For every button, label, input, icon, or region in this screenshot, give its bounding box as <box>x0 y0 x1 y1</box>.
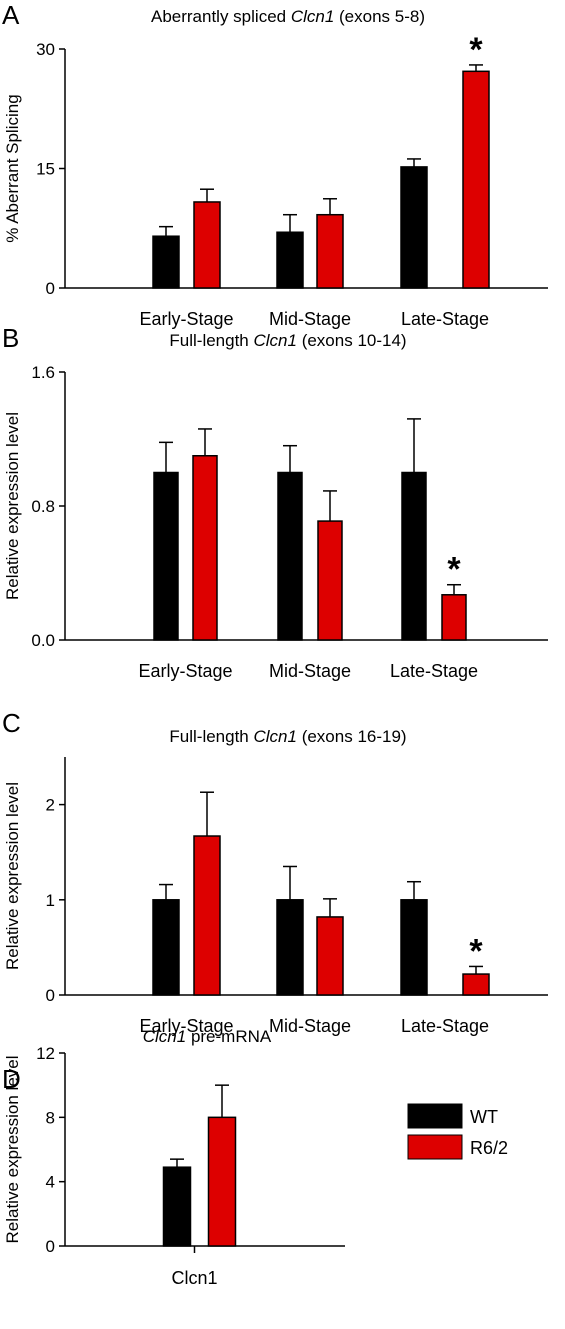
legend-label-wt: WT <box>470 1107 498 1127</box>
y-tick-label: 2 <box>46 796 55 815</box>
bar-r62-0 <box>193 835 221 996</box>
y-tick-label: 0 <box>46 1237 55 1256</box>
legend: WT R6/2 <box>407 1103 508 1160</box>
panel-letter: D <box>2 1064 21 1094</box>
y-tick-label: 15 <box>36 160 55 179</box>
category-label: Late-Stage <box>401 309 489 329</box>
chart-title-part: (exons 5-8) <box>334 7 425 26</box>
chart-title: Aberrantly spliced Clcn1 (exons 5-8) <box>151 7 425 26</box>
panel-b: B Full-length Clcn1 (exons 10-14) 0.0 0.8 1.… <box>2 323 548 681</box>
category-label: Early-Stage <box>138 661 232 681</box>
bar-r62-2 <box>462 973 490 996</box>
y-tick-label: 0.8 <box>31 497 55 516</box>
category-label: Mid-Stage <box>269 1016 351 1036</box>
category-label: Late-Stage <box>401 1016 489 1036</box>
legend-swatch-wt <box>407 1103 463 1129</box>
bar-wt-1 <box>276 231 304 289</box>
category-label: Mid-Stage <box>269 661 351 681</box>
y-axis-label: Relative expression level <box>3 1055 22 1243</box>
chart-title: Full-length Clcn1 (exons 10-14) <box>169 331 406 350</box>
panel-c: C Full-length Clcn1 (exons 16-19) 0 1 2 Relat… <box>2 708 548 1036</box>
bar-wt-0 <box>152 235 180 289</box>
significance-star: * <box>469 31 483 69</box>
bar-wt-1 <box>276 899 304 996</box>
chart-title-part: Aberrantly spliced <box>151 7 291 26</box>
y-tick-label: 1.6 <box>31 363 55 382</box>
y-tick-label: 1 <box>46 891 55 910</box>
y-axis-label: % Aberrant Splicing <box>3 94 22 242</box>
bar-r62-1 <box>316 213 344 289</box>
bar-wt-2 <box>401 471 427 641</box>
y-tick-label: 0 <box>46 986 55 1005</box>
category-label: Early-Stage <box>139 1016 233 1036</box>
chart-title-part: Clcn1 <box>254 727 297 746</box>
bar-r62-0 <box>192 455 218 641</box>
bar-r62-2 <box>462 70 490 289</box>
bar-wt-0 <box>153 471 179 641</box>
bar-wt-2 <box>400 899 428 996</box>
bar-wt-0 <box>162 1166 192 1247</box>
category-label: Early-Stage <box>139 309 233 329</box>
y-tick-label: 0 <box>46 279 55 298</box>
bar-wt-0 <box>152 899 180 996</box>
panel-a: A Aberrantly spliced Clcn1 (exons 5-8) 0 15… <box>2 0 548 329</box>
legend-swatch-r62 <box>407 1134 463 1160</box>
y-axis-label: Relative expression level <box>3 412 22 600</box>
chart-title-part: Clcn1 <box>254 331 297 350</box>
panel-letter: A <box>2 0 20 30</box>
bar-wt-1 <box>277 471 303 641</box>
y-tick-label: 8 <box>46 1108 55 1127</box>
chart-title-part: (exons 16-19) <box>297 727 407 746</box>
category-label: Mid-Stage <box>269 309 351 329</box>
bar-r62-2 <box>441 594 467 641</box>
y-axis-label: Relative expression level <box>3 782 22 970</box>
chart-title: Clcn1 pre-mRNA <box>143 1027 272 1046</box>
bar-r62-1 <box>317 520 343 641</box>
chart-panels: A Aberrantly spliced Clcn1 (exons 5-8) 0 15… <box>2 0 548 1288</box>
y-tick-label: 4 <box>46 1173 55 1192</box>
y-tick-label: 0.0 <box>31 631 55 650</box>
panel-letter: B <box>2 323 19 353</box>
chart-title-part: Clcn1 <box>143 1027 186 1046</box>
chart-title-part: pre-mRNA <box>186 1027 272 1046</box>
chart-title-part: Full-length <box>169 727 253 746</box>
significance-star: * <box>469 932 483 970</box>
bar-wt-2 <box>400 166 428 289</box>
chart-title-part: Clcn1 <box>291 7 334 26</box>
category-label: Clcn1 <box>171 1268 217 1288</box>
y-tick-label: 30 <box>36 40 55 59</box>
significance-star: * <box>447 551 461 589</box>
bar-r62-1 <box>316 916 344 996</box>
chart-title-part: (exons 10-14) <box>297 331 407 350</box>
legend-label-r62: R6/2 <box>470 1138 508 1158</box>
chart-title: Full-length Clcn1 (exons 16-19) <box>169 727 406 746</box>
category-label: Late-Stage <box>390 661 478 681</box>
bar-r62-0 <box>193 201 221 289</box>
panel-d: D Clcn1 pre-mRNA 0 4 8 12 Relative expression … <box>2 1027 345 1288</box>
panel-letter: C <box>2 708 21 738</box>
y-tick-label: 12 <box>36 1044 55 1063</box>
chart-title-part: Full-length <box>169 331 253 350</box>
bar-r62-0 <box>207 1116 237 1247</box>
